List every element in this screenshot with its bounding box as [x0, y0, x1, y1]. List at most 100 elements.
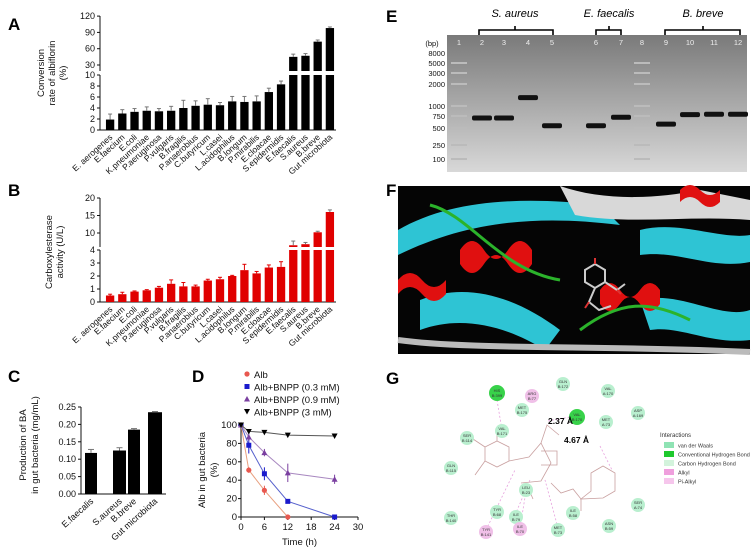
bar-upper-segment	[289, 245, 298, 247]
residue-circle	[601, 384, 615, 398]
bar	[240, 101, 249, 130]
ligand-oxygen-atoms	[584, 258, 622, 309]
residue-name: VAL	[498, 426, 506, 431]
data-point	[238, 422, 244, 428]
bar	[113, 450, 126, 494]
residue-name: VAL	[573, 412, 581, 417]
bar-upper-segment	[313, 232, 322, 247]
residue-id: B:59	[605, 526, 614, 531]
group-bracket	[595, 26, 622, 35]
ladder-band	[634, 72, 650, 74]
data-point	[331, 476, 338, 482]
legend-label: Alb+BNPP (0.9 mM)	[254, 395, 340, 406]
interaction-lines	[485, 399, 613, 531]
bar	[118, 294, 127, 302]
x-axis-label: Time (h)	[282, 537, 317, 548]
bar-upper-segment	[289, 56, 298, 71]
residue-id: B:70	[516, 529, 525, 534]
y-axis-label: (%)	[209, 463, 220, 478]
legend-label: Conventional Hydrogen Bond	[678, 453, 750, 459]
ladder-band	[634, 62, 650, 64]
bar-lower-segment	[325, 250, 335, 302]
panel-label-f: F	[386, 181, 396, 200]
bar	[167, 110, 176, 130]
y-tick-label: 4	[90, 245, 95, 255]
residue-id: B:23	[522, 490, 531, 495]
ladder-band	[451, 127, 467, 129]
y-tick-label: 40	[226, 475, 237, 486]
bar	[264, 92, 273, 130]
x-tick-label: 30	[353, 522, 364, 533]
lane-number: 9	[664, 38, 668, 47]
data-point	[261, 429, 268, 436]
y-tick-label: 6	[90, 92, 95, 102]
y-tick-label: 0	[90, 125, 95, 135]
bar	[215, 279, 225, 302]
y-tick-label: 2	[90, 114, 95, 124]
residue-name: MET	[518, 405, 527, 410]
ladder-size-label: 250	[432, 141, 445, 150]
y-axis-label: Conversion	[36, 49, 47, 97]
residue-circle	[602, 519, 616, 533]
residue-name: HIS	[494, 388, 501, 393]
bar	[167, 283, 176, 302]
bar	[203, 104, 212, 130]
x-tick-label: 12	[283, 522, 294, 533]
ribbon-helix	[600, 283, 660, 311]
y-tick-label: 10	[85, 70, 95, 80]
legend-label: Pi-Alkyl	[678, 480, 696, 486]
residue-circle	[444, 511, 458, 525]
data-point	[245, 433, 252, 440]
panel-label-a: A	[8, 15, 20, 34]
y-axis-label: (%)	[58, 66, 69, 81]
data-point	[246, 467, 252, 473]
series-line	[240, 424, 289, 518]
bar	[118, 113, 127, 130]
residue-id: B:170	[572, 417, 583, 422]
residue-circle	[509, 510, 523, 524]
data-point	[246, 442, 252, 448]
bar	[228, 276, 237, 302]
x-tick-label: E.faecalis	[60, 496, 96, 530]
ligand-2d-structure	[472, 424, 616, 511]
residue-name: GLN	[447, 463, 455, 468]
ladder-band	[634, 83, 650, 85]
lane-number: 7	[619, 38, 623, 47]
y-tick-label: 20	[85, 193, 95, 203]
ladder-band	[451, 62, 467, 64]
legend-marker	[244, 384, 250, 389]
bar	[264, 267, 273, 302]
residue-id: B:140	[446, 518, 457, 523]
bar	[252, 101, 261, 130]
legend-label: van der Waals	[678, 444, 713, 450]
bar	[276, 266, 286, 302]
y-tick-label: 90	[85, 27, 95, 37]
residue-id: B:79	[512, 517, 521, 522]
legend-swatch	[664, 460, 674, 466]
ladder-band	[451, 144, 467, 146]
bar-lower-segment	[313, 250, 322, 302]
bar-upper-segment	[301, 55, 310, 71]
bar	[105, 295, 115, 302]
residue-name: ILE	[513, 512, 519, 517]
residue-circle	[444, 461, 458, 475]
y-tick-label: 0.25	[58, 402, 76, 412]
bar-upper-segment	[325, 28, 335, 71]
bar-lower-segment	[325, 75, 335, 130]
ladder-size-label: 1000	[428, 102, 445, 111]
ribbon-helix	[460, 241, 532, 273]
ladder-band	[634, 105, 650, 107]
legend-marker	[244, 409, 250, 415]
data-point	[261, 471, 267, 477]
residue-circle	[489, 385, 505, 401]
